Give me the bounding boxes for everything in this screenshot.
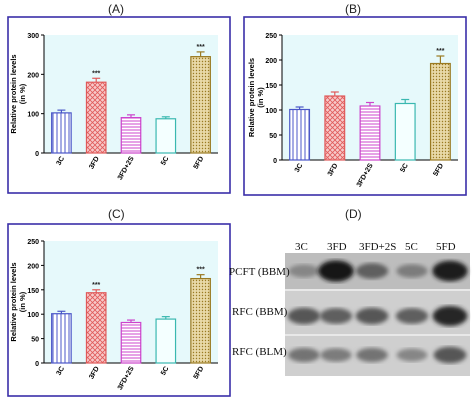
- blot-band: [320, 348, 352, 362]
- blot-band: [433, 346, 467, 364]
- y-axis-label-line1: Relative protein levels: [247, 58, 256, 137]
- y-tick-label: 200: [27, 263, 39, 270]
- significance-label: ***: [436, 48, 444, 55]
- blot-band: [356, 347, 388, 363]
- blot-lane-label-1: 3FD: [327, 241, 347, 253]
- bar-3FD: [85, 81, 107, 154]
- x-tick-label: 5C: [160, 156, 171, 167]
- western-blot: [285, 253, 470, 376]
- y-tick-label: 250: [27, 239, 39, 246]
- y-tick-label: 150: [265, 83, 277, 90]
- panel-label-c: (C): [108, 207, 125, 221]
- y-axis-label: Relative protein levels(in %): [9, 54, 27, 133]
- blot-band: [318, 260, 354, 282]
- blot-band: [287, 307, 321, 325]
- bar-5FD: [429, 62, 451, 161]
- blot-row-label-2: RFC (BLM): [232, 346, 287, 358]
- bar-3C: [51, 313, 72, 364]
- chart-2: 0 50 100 150 200 250 Relative protein levels(i…: [7, 223, 231, 397]
- blot-row-label-0: PCFT (BBM): [229, 266, 290, 278]
- x-tick-label: 3C: [294, 163, 305, 174]
- y-axis-label: Relative protein levels(in %): [9, 262, 27, 341]
- bar-3FD: [85, 292, 107, 364]
- y-axis-label-line2: (in %): [256, 87, 265, 108]
- bar-3C: [51, 112, 72, 154]
- blot-band: [355, 307, 389, 325]
- blot-band: [319, 308, 353, 324]
- blot-row-label-1: RFC (BBM): [232, 306, 288, 318]
- chart-1: 0 50 100 150 200 250 Relative protein levels(i…: [243, 16, 467, 196]
- y-tick-label: 50: [269, 133, 277, 140]
- y-tick-label: 100: [265, 108, 277, 115]
- y-tick-label: 300: [27, 33, 39, 40]
- blot-band: [288, 264, 320, 278]
- bar-3FD+2S: [359, 105, 381, 161]
- x-tick-label: 3C: [56, 156, 67, 167]
- panel-label-b: (B): [345, 2, 361, 16]
- y-axis-label-line2: (in %): [18, 291, 27, 312]
- blot-band: [396, 348, 428, 362]
- panel-label-a: (A): [108, 2, 124, 16]
- y-tick-label: 200: [265, 58, 277, 65]
- y-tick-label: 250: [265, 33, 277, 40]
- bar-5FD: [190, 277, 211, 364]
- blot-band: [432, 260, 468, 282]
- y-tick-label: 100: [27, 112, 39, 119]
- x-tick-label: 5C: [160, 366, 171, 377]
- bar-3FD: [324, 95, 346, 161]
- y-tick-label: 50: [31, 337, 39, 344]
- significance-label: ***: [197, 44, 205, 51]
- y-tick-label: 0: [273, 158, 277, 165]
- bar-3FD+2S: [120, 321, 142, 364]
- chart-0: 0 100 200 300 Relative protein levels(in %) 3…: [7, 16, 231, 194]
- blot-band: [288, 347, 320, 363]
- significance-label: ***: [92, 282, 100, 289]
- bar-5FD: [190, 56, 211, 154]
- y-axis-label-line1: Relative protein levels: [9, 262, 18, 341]
- blot-lane-label-3: 5C: [405, 241, 418, 253]
- y-tick-label: 0: [35, 151, 39, 158]
- x-tick-label: 5C: [399, 163, 410, 174]
- y-tick-label: 200: [27, 72, 39, 79]
- x-tick-label: 3C: [56, 366, 67, 377]
- y-axis-label-line2: (in %): [18, 83, 27, 104]
- blot-lane-label-0: 3C: [295, 241, 308, 253]
- significance-label: ***: [197, 267, 205, 274]
- bar-5C: [155, 118, 177, 154]
- bar-3FD+2S: [120, 116, 142, 154]
- y-tick-label: 100: [27, 312, 39, 319]
- bar-5C: [155, 318, 177, 364]
- y-tick-label: 150: [27, 288, 39, 295]
- bar-5C: [394, 102, 416, 161]
- blot-band: [396, 264, 428, 278]
- y-axis-label: Relative protein levels(in %): [247, 58, 265, 137]
- significance-label: ***: [92, 70, 100, 77]
- blot-lane-label-2: 3FD+2S: [359, 241, 397, 253]
- blot-band: [432, 306, 468, 326]
- panel-label-d: (D): [345, 207, 362, 221]
- y-tick-label: 0: [35, 361, 39, 368]
- blot-lane-label-4: 5FD: [436, 241, 456, 253]
- y-axis-label-line1: Relative protein levels: [9, 54, 18, 133]
- blot-band: [355, 263, 389, 279]
- bar-3C: [289, 108, 311, 161]
- blot-band: [395, 308, 429, 324]
